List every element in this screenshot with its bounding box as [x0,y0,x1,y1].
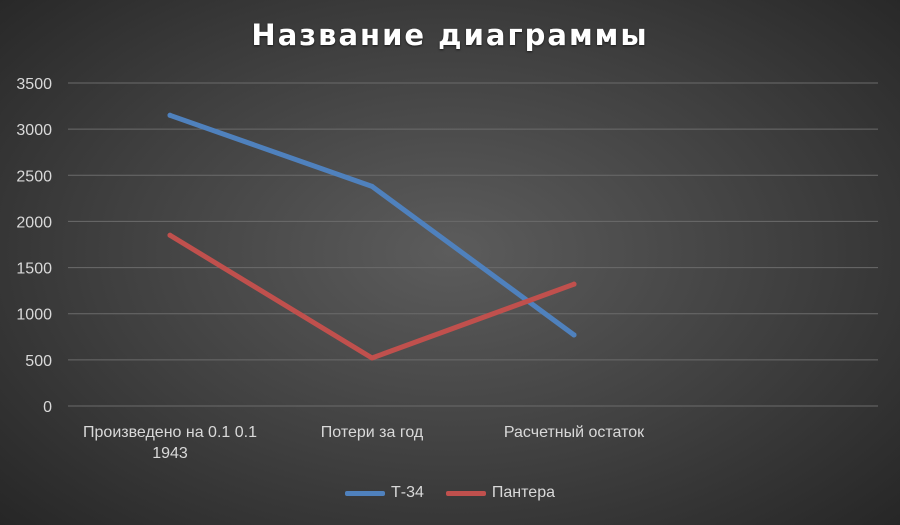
legend: Т-34 Пантера [0,484,900,502]
legend-label: Т-34 [391,484,424,501]
y-tick-label: 1500 [16,261,52,278]
legend-swatch [345,490,385,496]
y-tick-label: 1000 [16,307,52,324]
y-tick-label: 0 [43,399,52,416]
data-point [167,232,173,238]
legend-swatch [445,490,486,496]
y-tick-label: 500 [25,353,52,370]
data-point [167,112,173,118]
x-tick-label: Потери за год [321,424,424,441]
data-point [571,281,577,287]
series-line-0 [167,112,577,338]
data-point [369,355,375,361]
data-point [369,183,375,189]
legend-label: Пантера [491,484,555,501]
legend-item: Пантера [445,484,555,502]
y-tick-label: 2500 [16,168,52,185]
x-tick-label: Расчетный остаток [504,424,645,441]
y-tick-label: 3500 [16,76,52,93]
y-tick-label: 3000 [16,122,52,139]
x-tick-label: Произведено на 0.1 0.1 1943 [83,424,257,462]
data-point [571,332,577,338]
chart-title: Название диаграммы [251,18,649,52]
series-line-1 [167,232,577,361]
legend-item: Т-34 [345,484,424,502]
y-tick-label: 2000 [16,214,52,231]
